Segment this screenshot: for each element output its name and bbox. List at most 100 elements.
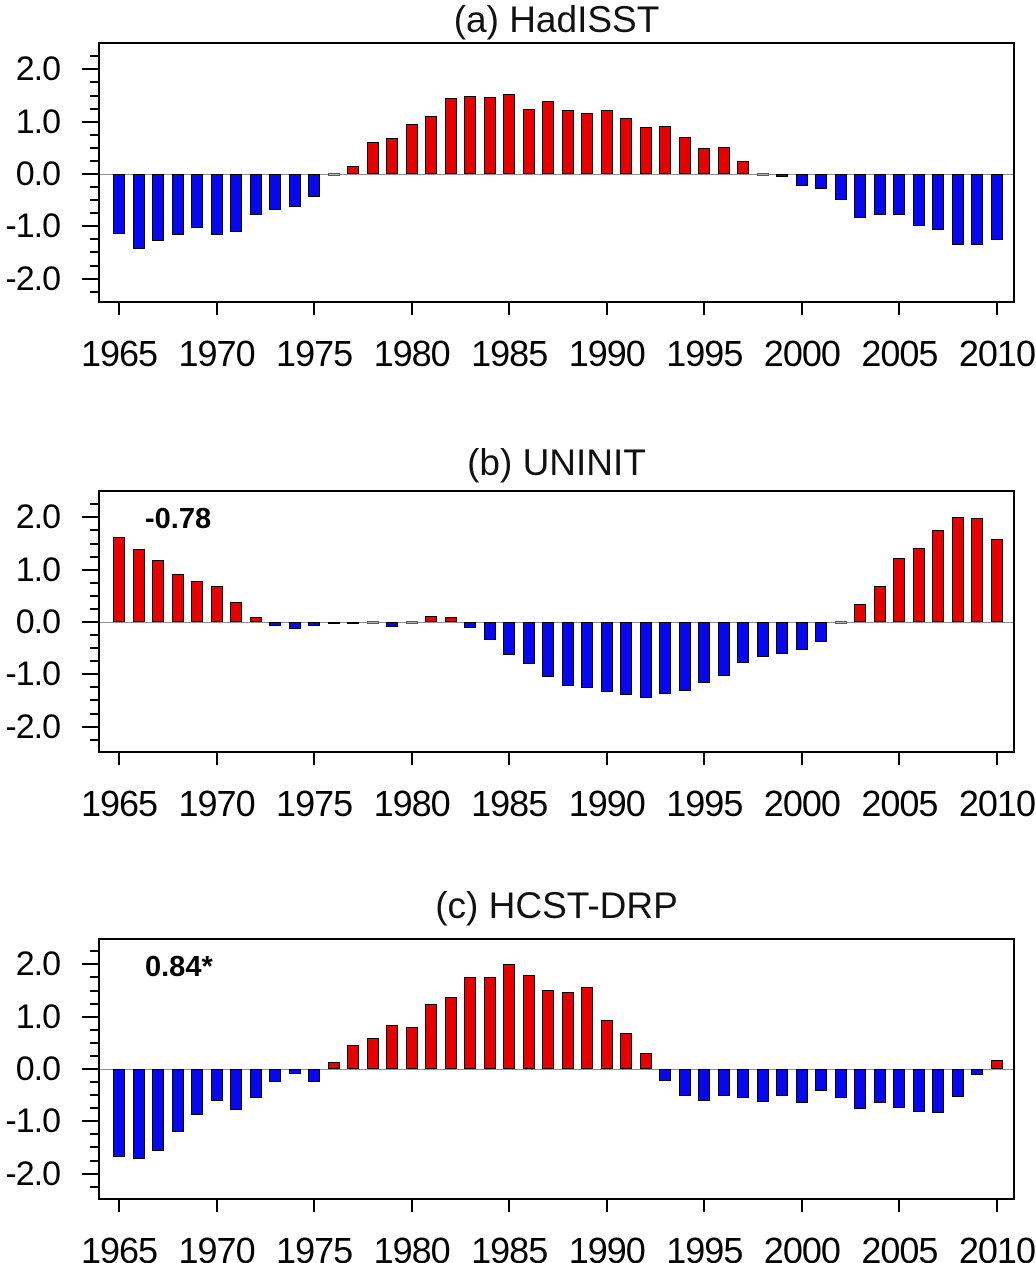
bar-negative bbox=[288, 622, 301, 629]
x-tick bbox=[605, 1200, 608, 1212]
bar-negative bbox=[776, 622, 789, 654]
bar-positive bbox=[152, 559, 165, 622]
bar-positive bbox=[425, 1004, 438, 1069]
x-tick bbox=[898, 753, 901, 765]
bar-positive bbox=[620, 117, 633, 174]
bar-positive bbox=[971, 518, 984, 622]
y-major-tick bbox=[82, 1015, 98, 1018]
bar-negative bbox=[249, 1069, 262, 1098]
panel-b-title: (b) UNINIT bbox=[467, 442, 646, 483]
bar-negative bbox=[659, 622, 672, 695]
bar-negative bbox=[210, 174, 223, 235]
y-minor-tick bbox=[90, 264, 98, 267]
bar-positive bbox=[483, 96, 496, 174]
y-minor-tick bbox=[90, 542, 98, 545]
bar-negative bbox=[522, 622, 535, 665]
bar-negative bbox=[834, 1069, 847, 1098]
y-major-tick bbox=[82, 1120, 98, 1123]
y-minor-tick bbox=[90, 1028, 98, 1031]
bar-negative bbox=[269, 622, 282, 627]
bar-negative bbox=[971, 174, 984, 245]
bar-negative bbox=[717, 622, 730, 677]
y-minor-tick bbox=[90, 503, 98, 506]
bar-negative bbox=[620, 622, 633, 696]
y-tick-label: 1.0 bbox=[15, 102, 61, 141]
y-tick-label: 0.0 bbox=[15, 155, 61, 193]
bar-negative bbox=[210, 1069, 223, 1101]
bar-positive bbox=[659, 125, 672, 174]
bar-positive bbox=[444, 996, 457, 1069]
bar-negative bbox=[639, 622, 652, 699]
bar-negative bbox=[230, 1069, 243, 1110]
bar-negative bbox=[990, 174, 1003, 241]
plot-frame bbox=[98, 42, 1015, 303]
x-tick bbox=[313, 1200, 316, 1212]
bar-negative bbox=[912, 1069, 925, 1113]
bar-positive bbox=[581, 112, 594, 174]
y-major-tick bbox=[82, 120, 98, 123]
bar-negative bbox=[230, 174, 243, 232]
bar-negative bbox=[932, 174, 945, 231]
bar-positive bbox=[386, 1025, 399, 1069]
x-tick-label: 1990 bbox=[568, 783, 646, 824]
y-minor-tick bbox=[90, 989, 98, 992]
panel-c-title: (c) HCST-DRP bbox=[435, 885, 678, 926]
y-major-tick bbox=[82, 621, 98, 623]
y-major-tick bbox=[82, 568, 98, 571]
bar-negative bbox=[171, 174, 184, 235]
y-tick-label: 2.0 bbox=[15, 945, 61, 984]
bar-negative bbox=[308, 1069, 321, 1082]
y-minor-tick bbox=[90, 251, 98, 254]
y-minor-tick bbox=[90, 686, 98, 689]
panel-c-plot: 0.84* 2.0 1.0 0.0 -1.0 -2.0 1965 1970 1975 1980 1… bbox=[5, 938, 1036, 1263]
y-minor-tick bbox=[90, 976, 98, 979]
y-tick-label: 2.0 bbox=[15, 50, 61, 89]
x-tick bbox=[898, 303, 901, 315]
y-minor-tick bbox=[90, 159, 98, 162]
y-minor-tick bbox=[90, 1146, 98, 1149]
x-tick bbox=[215, 1200, 218, 1212]
x-tick-label: 1970 bbox=[178, 783, 256, 824]
bar-negative bbox=[464, 622, 477, 628]
y-minor-tick bbox=[90, 238, 98, 241]
bar-positive bbox=[171, 574, 184, 622]
y-minor-tick bbox=[90, 55, 98, 58]
bar-positive bbox=[464, 976, 477, 1069]
bar-positive bbox=[678, 136, 691, 174]
y-minor-tick bbox=[90, 133, 98, 136]
y-major-tick bbox=[82, 1068, 98, 1070]
y-minor-tick bbox=[90, 529, 98, 532]
bar-negative bbox=[483, 622, 496, 641]
y-minor-tick bbox=[90, 212, 98, 215]
panel-a-plot: 2.0 1.0 0.0 -1.0 -2.0 1965 1970 1975 1980 1985 199… bbox=[5, 42, 1036, 373]
y-tick-label: -2.0 bbox=[5, 707, 61, 746]
x-tick-label: 1980 bbox=[373, 783, 451, 824]
x-tick bbox=[215, 303, 218, 315]
bar-negative bbox=[249, 174, 262, 216]
x-tick-label: 1980 bbox=[373, 1230, 451, 1263]
bar-positive bbox=[717, 147, 730, 174]
x-tick bbox=[508, 753, 511, 765]
bar-positive bbox=[542, 989, 555, 1069]
bar-negative bbox=[132, 174, 145, 250]
bar-negative bbox=[971, 1069, 984, 1075]
bar-negative bbox=[698, 1069, 711, 1101]
x-tick-label: 1995 bbox=[666, 333, 743, 374]
y-minor-tick bbox=[90, 581, 98, 584]
y-minor-tick bbox=[90, 699, 98, 702]
bar-negative bbox=[132, 1069, 145, 1160]
bar-negative bbox=[269, 1069, 282, 1082]
bar-negative bbox=[717, 1069, 730, 1097]
y-minor-tick bbox=[90, 81, 98, 84]
y-minor-tick bbox=[90, 660, 98, 663]
bar-positive bbox=[893, 558, 906, 622]
bar-negative bbox=[776, 174, 789, 178]
bar-negative bbox=[288, 1069, 301, 1075]
x-tick bbox=[800, 753, 803, 765]
bar-positive bbox=[581, 987, 594, 1069]
bar-positive bbox=[620, 1032, 633, 1069]
bar-negative bbox=[756, 1069, 769, 1103]
y-major-tick bbox=[82, 963, 98, 966]
bar-negative bbox=[113, 174, 125, 234]
x-tick-label: 1970 bbox=[178, 1230, 256, 1263]
